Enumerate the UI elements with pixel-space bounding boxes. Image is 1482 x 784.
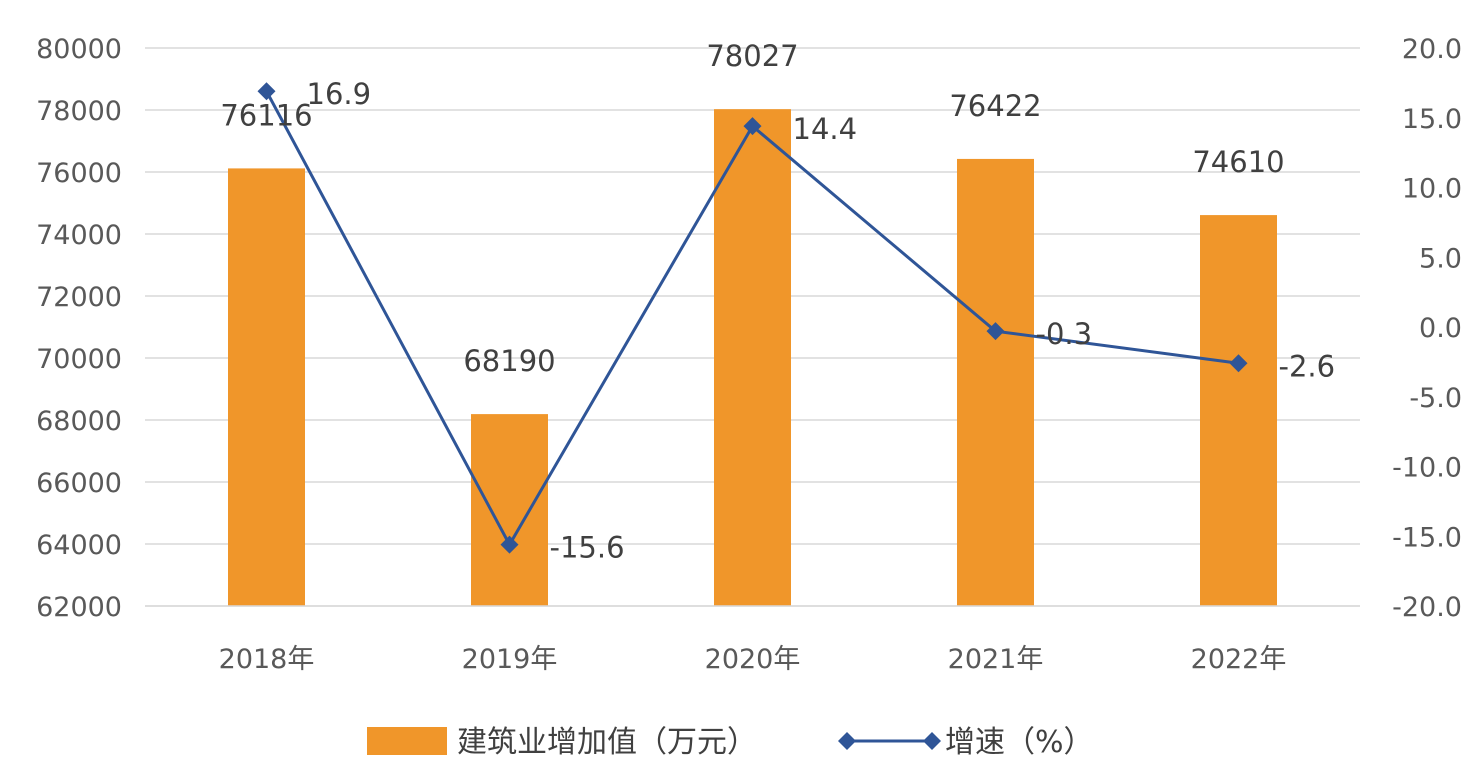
growth-value-label: -2.6 [1279, 349, 1336, 383]
x-tick-label: 2018年 [219, 644, 315, 675]
growth-value-label: -15.6 [550, 531, 625, 565]
bar [228, 168, 305, 607]
legend-line-marker [923, 732, 941, 750]
bar-value-label: 76116 [220, 98, 312, 132]
line-point [1229, 354, 1248, 373]
left-tick-label: 66000 [36, 468, 122, 499]
bar-series [228, 109, 1277, 607]
right-tick-label: -20.0 [1392, 592, 1462, 623]
growth-value-label: -0.3 [1036, 317, 1093, 351]
legend: 建筑业增加值（万元） 增速（%） [367, 725, 1094, 760]
line-point [500, 535, 519, 554]
right-tick-label: -10.0 [1392, 453, 1462, 484]
bar-value-label: 76422 [949, 89, 1041, 123]
bar-value-label: 78027 [706, 39, 798, 73]
bar [471, 414, 548, 606]
x-tick-label: 2020年 [705, 644, 801, 675]
bar [1200, 215, 1277, 606]
right-tick-label: 0.0 [1419, 313, 1462, 344]
left-axis-ticks: 62000 64000 66000 68000 70000 72000 74000 76000… [36, 34, 122, 623]
growth-value-label: 16.9 [307, 77, 372, 111]
line-point [257, 82, 276, 101]
bar-value-label: 74610 [1192, 145, 1284, 179]
right-axis-ticks: -20.0 -15.0 -10.0 -5.0 0.0 5.0 10.0 15.0 20.0 [1392, 34, 1462, 623]
left-tick-label: 68000 [36, 406, 122, 437]
bar [957, 158, 1034, 606]
x-tick-label: 2019年 [462, 644, 558, 675]
left-tick-label: 80000 [36, 34, 122, 65]
legend-bar-swatch [367, 727, 447, 755]
x-tick-label: 2022年 [1191, 644, 1287, 675]
legend-line-label: 增速（%） [945, 725, 1094, 760]
left-tick-label: 78000 [36, 96, 122, 127]
bar-value-label: 68190 [463, 344, 555, 378]
line-point [986, 322, 1005, 341]
line-point [743, 117, 762, 136]
legend-bar-label: 建筑业增加值（万元） [457, 725, 757, 760]
right-tick-label: 10.0 [1402, 174, 1462, 205]
right-tick-label: -5.0 [1409, 383, 1462, 414]
left-tick-label: 76000 [36, 158, 122, 189]
left-tick-label: 74000 [36, 220, 122, 251]
right-tick-label: 20.0 [1402, 34, 1462, 65]
left-tick-label: 64000 [36, 530, 122, 561]
legend-line-marker [838, 732, 856, 750]
data-labels: 76116 68190 78027 76422 74610 16.9 -15.6 14.4 -0… [220, 39, 1335, 564]
right-tick-label: 5.0 [1419, 243, 1462, 274]
right-tick-label: -15.0 [1392, 522, 1462, 553]
bar [714, 109, 791, 607]
left-tick-label: 72000 [36, 282, 122, 313]
line-series [257, 82, 1248, 554]
category-axis: 2018年 2019年 2020年 2021年 2022年 [145, 605, 1360, 675]
left-tick-label: 62000 [36, 592, 122, 623]
left-tick-label: 70000 [36, 344, 122, 375]
right-tick-label: 15.0 [1402, 104, 1462, 135]
x-tick-label: 2021年 [948, 644, 1044, 675]
growth-value-label: 14.4 [793, 112, 858, 146]
